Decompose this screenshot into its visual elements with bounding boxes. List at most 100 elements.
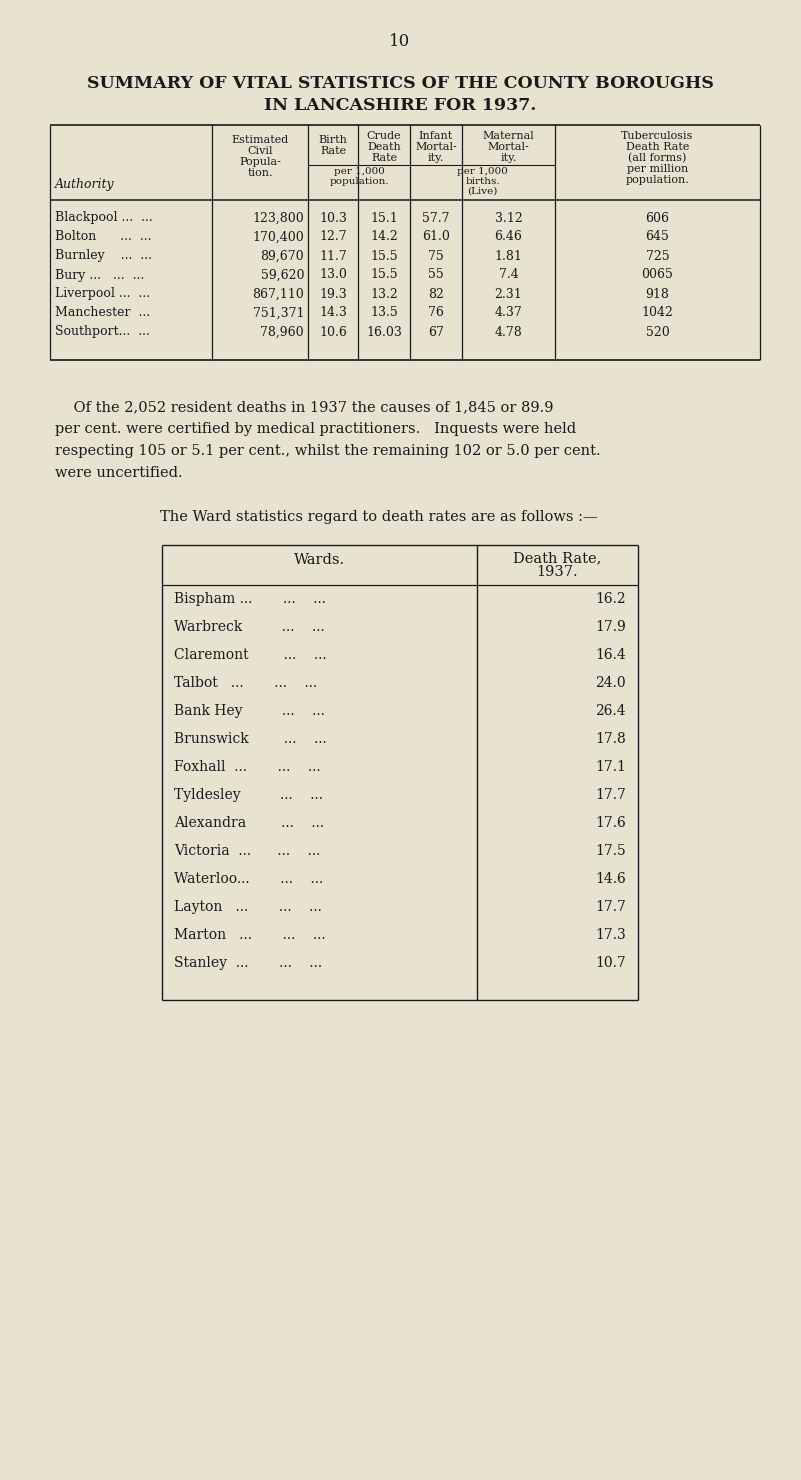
Text: per 1,000: per 1,000 [333,167,384,176]
Text: 170,400: 170,400 [252,231,304,244]
Text: 67: 67 [428,326,444,339]
Text: per cent. were certified by medical practitioners.   Inquests were held: per cent. were certified by medical prac… [55,422,576,437]
Text: 1937.: 1937. [537,565,578,579]
Text: SUMMARY OF VITAL STATISTICS OF THE COUNTY BOROUGHS: SUMMARY OF VITAL STATISTICS OF THE COUNT… [87,75,714,92]
Text: 17.7: 17.7 [595,787,626,802]
Text: Maternal: Maternal [483,132,534,141]
Text: 867,110: 867,110 [252,287,304,300]
Text: 17.9: 17.9 [595,620,626,633]
Text: 13.2: 13.2 [370,287,398,300]
Text: 15.5: 15.5 [370,250,398,262]
Text: 606: 606 [646,212,670,225]
Text: Rate: Rate [320,147,346,155]
Text: 15.5: 15.5 [370,268,398,281]
Text: Authority: Authority [55,178,115,191]
Text: 10: 10 [389,33,411,50]
Text: Alexandra        ...    ...: Alexandra ... ... [174,815,324,830]
Text: Southport...  ...: Southport... ... [55,326,150,339]
Text: 17.7: 17.7 [595,900,626,915]
Text: Of the 2,052 resident deaths in 1937 the causes of 1,845 or 89.9: Of the 2,052 resident deaths in 1937 the… [55,400,553,414]
Text: Manchester  ...: Manchester ... [55,306,150,320]
Text: Stanley  ...       ...    ...: Stanley ... ... ... [174,956,322,969]
Text: Bolton      ...  ...: Bolton ... ... [55,231,151,244]
Text: 10.6: 10.6 [319,326,347,339]
Text: 645: 645 [646,231,670,244]
Text: 10.3: 10.3 [319,212,347,225]
Text: tion.: tion. [248,169,273,178]
Text: Estimated: Estimated [231,135,288,145]
Text: 17.1: 17.1 [595,761,626,774]
Text: 55: 55 [428,268,444,281]
Text: Waterloo...       ...    ...: Waterloo... ... ... [174,872,324,887]
Text: 59,620: 59,620 [260,268,304,281]
Text: Tyldesley         ...    ...: Tyldesley ... ... [174,787,323,802]
Text: population.: population. [329,178,388,186]
Text: Liverpool ...  ...: Liverpool ... ... [55,287,150,300]
Text: Foxhall  ...       ...    ...: Foxhall ... ... ... [174,761,320,774]
Text: 17.3: 17.3 [595,928,626,941]
Text: 14.6: 14.6 [595,872,626,887]
Text: Crude: Crude [367,132,401,141]
Text: Warbreck         ...    ...: Warbreck ... ... [174,620,324,633]
Text: Bank Hey         ...    ...: Bank Hey ... ... [174,704,325,718]
Text: 17.6: 17.6 [595,815,626,830]
Text: 24.0: 24.0 [595,676,626,690]
Text: Layton   ...       ...    ...: Layton ... ... ... [174,900,322,915]
Text: 82: 82 [428,287,444,300]
Text: Tuberculosis: Tuberculosis [622,132,694,141]
Text: (all forms): (all forms) [628,152,686,163]
Text: (Live): (Live) [467,186,497,195]
Text: 26.4: 26.4 [595,704,626,718]
Text: 14.3: 14.3 [319,306,347,320]
Text: Rate: Rate [371,152,397,163]
Text: 14.2: 14.2 [370,231,398,244]
Text: IN LANCASHIRE FOR 1937.: IN LANCASHIRE FOR 1937. [264,98,536,114]
Text: 12.7: 12.7 [319,231,347,244]
Text: 725: 725 [646,250,670,262]
Text: 918: 918 [646,287,670,300]
Text: per million: per million [627,164,688,175]
Text: respecting 105 or 5.1 per cent., whilst the remaining 102 or 5.0 per cent.: respecting 105 or 5.1 per cent., whilst … [55,444,601,457]
Text: Death: Death [367,142,400,152]
Text: 17.5: 17.5 [595,844,626,858]
Text: Brunswick        ...    ...: Brunswick ... ... [174,733,327,746]
Text: Burnley    ...  ...: Burnley ... ... [55,250,152,262]
Text: 4.78: 4.78 [495,326,522,339]
Text: 75: 75 [428,250,444,262]
Text: Mortal-: Mortal- [488,142,529,152]
Text: 0065: 0065 [642,268,674,281]
Text: births.: births. [465,178,500,186]
Text: 11.7: 11.7 [319,250,347,262]
Text: 17.8: 17.8 [595,733,626,746]
Text: Blackpool ...  ...: Blackpool ... ... [55,212,153,225]
Text: were uncertified.: were uncertified. [55,466,183,480]
Text: Mortal-: Mortal- [415,142,457,152]
Text: The Ward statistics regard to death rates are as follows :—: The Ward statistics regard to death rate… [160,511,598,524]
Text: 751,371: 751,371 [252,306,304,320]
Text: Wards.: Wards. [294,554,345,567]
Text: 2.31: 2.31 [495,287,522,300]
Text: 1042: 1042 [642,306,674,320]
Text: 15.1: 15.1 [370,212,398,225]
Text: 16.4: 16.4 [595,648,626,662]
Text: Talbot   ...       ...    ...: Talbot ... ... ... [174,676,317,690]
Text: Death Rate: Death Rate [626,142,689,152]
Text: 4.37: 4.37 [495,306,522,320]
Text: 13.0: 13.0 [319,268,347,281]
Text: 16.03: 16.03 [366,326,402,339]
Text: ity.: ity. [428,152,445,163]
Text: Claremont        ...    ...: Claremont ... ... [174,648,327,662]
Text: Death Rate,: Death Rate, [513,551,602,565]
Text: Bispham ...       ...    ...: Bispham ... ... ... [174,592,326,605]
Text: Marton   ...       ...    ...: Marton ... ... ... [174,928,326,941]
Text: 61.0: 61.0 [422,231,450,244]
Text: 78,960: 78,960 [260,326,304,339]
Text: Bury ...   ...  ...: Bury ... ... ... [55,268,144,281]
Text: population.: population. [626,175,690,185]
Text: 19.3: 19.3 [319,287,347,300]
Text: ity.: ity. [501,152,517,163]
Text: 16.2: 16.2 [595,592,626,605]
Text: 6.46: 6.46 [494,231,522,244]
Text: Popula-: Popula- [239,157,281,167]
Text: Birth: Birth [319,135,348,145]
